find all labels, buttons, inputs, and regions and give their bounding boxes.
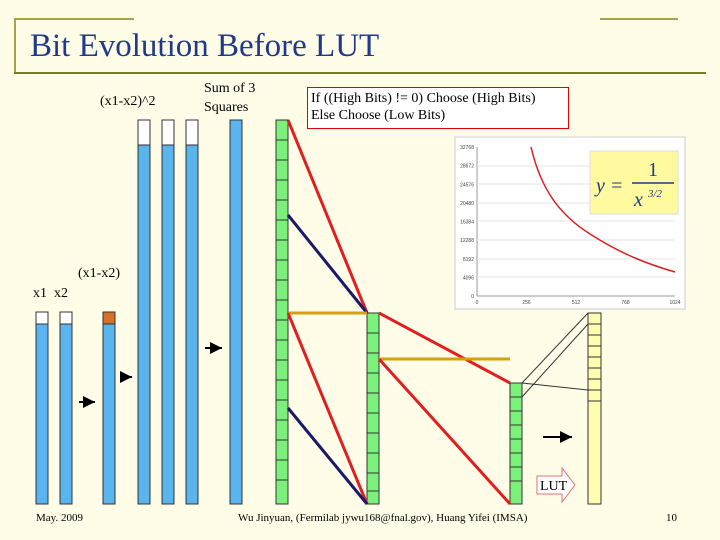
title-underline [14, 72, 706, 74]
formula-num: 1 [648, 159, 658, 181]
frame-corner-left [14, 18, 16, 72]
column-green-tall [275, 119, 289, 505]
lut-arrow-shape [536, 466, 576, 504]
footer-author: Wu Jinyuan, (Fermilab jywu168@fnal.gov),… [238, 512, 528, 524]
y-ticks: 32768 28672 24576 20480 16384 12288 8192 4096 0 [460, 145, 474, 300]
lut-link-2 [521, 323, 589, 398]
formula-den: x [633, 189, 643, 211]
x-tick-label: 512 [572, 300, 581, 306]
inset-curve [530, 146, 676, 273]
x-tick-label: 768 [621, 300, 630, 306]
rule-line2: Else Choose (Low Bits) [311, 108, 446, 123]
column-x1 [35, 311, 49, 505]
label-x1-x2: x1 x2 [33, 286, 68, 301]
y-tick-label: 16384 [460, 220, 474, 226]
x-tick-label: 1024 [669, 300, 680, 306]
x-ticks: 0 256 512 768 1024 [476, 300, 681, 306]
label-sum-line2: Squares [204, 100, 249, 115]
y-tick-label: 0 [471, 294, 474, 300]
column-lut [587, 312, 602, 505]
lut-label: LUT [540, 479, 568, 494]
frame-top-left [14, 18, 134, 20]
column-diff [102, 311, 116, 505]
y-tick-label: 12288 [460, 238, 474, 244]
x-tick-label: 256 [522, 300, 531, 306]
formula-lhs: y = [594, 175, 623, 197]
y-tick-label: 24576 [460, 182, 474, 188]
line2-low-red [377, 357, 512, 506]
label-square: (x1-x2)^2 [100, 94, 156, 109]
x-tick-label: 0 [476, 300, 479, 306]
rule-line1: If ((High Bits) != 0) Choose (High Bits) [311, 91, 536, 106]
column-green-mid [366, 312, 380, 505]
selection-rule-box: If ((High Bits) != 0) Choose (High Bits)… [307, 87, 569, 129]
footer-date: May. 2009 [36, 512, 83, 524]
label-diff: (x1-x2) [78, 266, 120, 281]
column-green-short [509, 382, 523, 505]
line-low-navy [286, 407, 369, 505]
footer-page: 10 [666, 512, 677, 524]
slide-title: Bit Evolution Before LUT [30, 28, 380, 64]
lut-link-3 [521, 382, 589, 391]
y-tick-label: 28672 [460, 164, 474, 170]
line2-high-red [378, 311, 511, 385]
y-tick-label: 8192 [463, 257, 474, 263]
y-tick-label: 32768 [460, 145, 474, 151]
formula-exp: 3/2 [647, 188, 663, 200]
y-tick-label: 4096 [463, 275, 474, 281]
column-square-2 [161, 119, 175, 505]
column-sum [229, 119, 243, 505]
line-low-red [286, 312, 369, 505]
lut-link-top [521, 312, 589, 384]
frame-top-right [600, 18, 678, 20]
line-mid-navy [286, 214, 369, 314]
column-square-3 [185, 119, 199, 505]
inset-chart: y = 1 x 3/2 32768 28672 24576 20480 16384 122… [454, 136, 686, 310]
y-tick-label: 20480 [460, 201, 474, 207]
column-square-1 [137, 119, 151, 505]
column-x2 [59, 311, 73, 505]
label-sum-line1: Sum of 3 [204, 81, 256, 96]
line-high-red [286, 119, 369, 314]
